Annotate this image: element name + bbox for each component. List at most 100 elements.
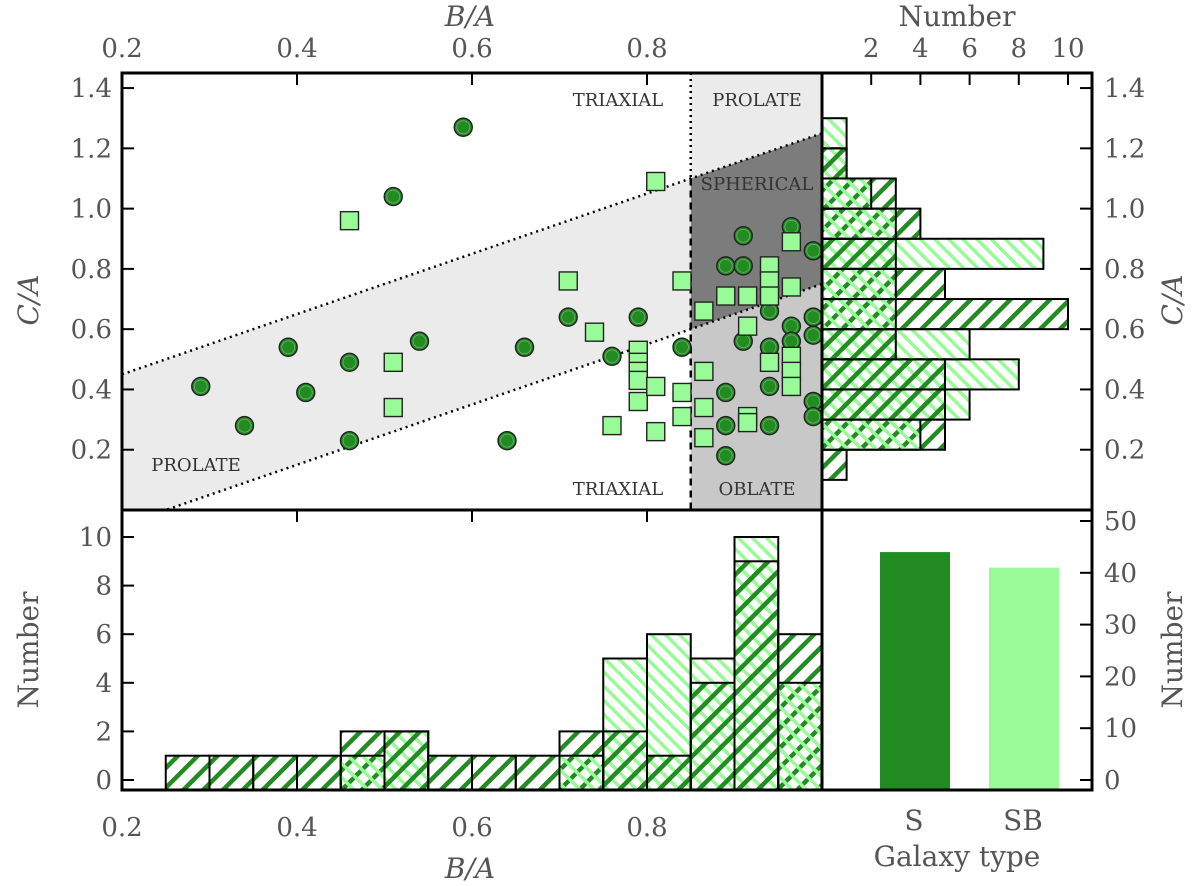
bar-s-ca: [821, 388, 946, 421]
tick-label-right-top-x: 6: [961, 34, 978, 64]
type-y-axis-title: Number: [1156, 591, 1189, 709]
tick-label-bottom-y: 0: [95, 766, 112, 796]
point-s-ring: [762, 379, 777, 394]
point-s: [409, 331, 430, 351]
bar-s-ba: [427, 754, 473, 792]
prolate-triaxial-band: [122, 178, 691, 510]
bar-s-ba: [208, 754, 255, 792]
tick-label-right-y: 1.2: [1104, 134, 1145, 164]
bar-s-ba: [296, 754, 342, 792]
point-s-ring: [718, 448, 733, 463]
bar-s-ca: [821, 147, 848, 180]
bar-sb-ca: [821, 267, 897, 301]
point-s-ring: [561, 310, 576, 325]
scatter-points: [191, 117, 823, 466]
tick-label-type-y: 20: [1104, 662, 1137, 692]
point-s-ring: [412, 334, 427, 349]
tick-label-type-y: 30: [1104, 611, 1137, 641]
tick-label-bottom-y: 10: [79, 523, 112, 553]
region-label-spherical: SPHERICAL: [701, 174, 814, 195]
tick-label-right-top-x: 4: [912, 34, 929, 64]
region-label-triaxial-bottom: TRIAXIAL: [573, 479, 664, 500]
type-x-axis-title: Galaxy type: [874, 840, 1041, 873]
point-s-ring: [298, 385, 313, 400]
point-s-ring: [631, 310, 646, 325]
histogram-c-over-a: [821, 117, 1069, 481]
tick-label-bottom-y: 4: [95, 669, 112, 699]
point-s-ring: [806, 310, 821, 325]
point-sb: [781, 376, 802, 397]
point-sb: [694, 397, 714, 418]
tick-label-right-top-x: 2: [863, 34, 880, 64]
point-s: [733, 226, 753, 246]
tick-label-right-y: 0.4: [1104, 375, 1145, 405]
point-s-ring: [718, 258, 733, 273]
point-sb: [781, 277, 802, 297]
point-s: [383, 186, 403, 207]
point-s-ring: [675, 340, 689, 355]
tick-label-bottom-x: 0.2: [101, 813, 142, 843]
type-category-s: S: [904, 804, 923, 837]
bar-s-ba: [646, 754, 692, 792]
bar-s-ba: [733, 560, 780, 791]
point-s: [339, 430, 360, 451]
region-label-triaxial-top: TRIAXIAL: [573, 90, 664, 111]
bar-s-ba: [164, 754, 211, 792]
bar-s-ca: [821, 328, 897, 361]
bar-s-ca: [821, 358, 946, 391]
point-sb: [558, 271, 578, 291]
bottom-hist-y-axis-title: Number: [12, 591, 45, 709]
point-sb: [383, 352, 403, 373]
bar-sb-ca: [821, 117, 848, 150]
bar-s-ca: [821, 448, 848, 481]
tick-label-left-y: 0.6: [71, 315, 112, 345]
bar-type-s: [880, 552, 950, 790]
point-sb: [759, 352, 780, 373]
point-sb: [646, 421, 666, 442]
point-s: [733, 256, 753, 276]
bar-type-sb: [989, 567, 1059, 790]
tick-label-left-y: 1.4: [71, 74, 112, 104]
point-s: [234, 415, 255, 436]
point-s-ring: [736, 228, 751, 243]
bar-s-ba: [252, 754, 298, 792]
point-s-ring: [806, 243, 821, 258]
point-s: [278, 337, 298, 357]
region-label-prolate-top: PROLATE: [712, 90, 802, 111]
point-s: [191, 376, 211, 397]
point-s-ring: [605, 349, 619, 364]
tick-label-right-y: 1.4: [1104, 74, 1145, 104]
point-s-ring: [500, 433, 514, 448]
point-s: [716, 446, 736, 466]
point-s-ring: [517, 340, 532, 355]
point-sb: [628, 370, 648, 391]
point-s: [759, 415, 780, 436]
point-sb: [694, 301, 714, 321]
tick-label-left-y: 0.2: [71, 436, 112, 466]
tick-label-left-y: 1.2: [71, 134, 112, 164]
point-sb: [672, 271, 692, 291]
point-s-ring: [342, 433, 357, 448]
point-sb: [672, 382, 692, 403]
bar-sb-ca: [821, 418, 922, 451]
point-s: [296, 382, 316, 403]
point-s-ring: [281, 340, 296, 355]
scatter-y-axis-title-right: C/A: [1156, 274, 1189, 325]
bar-s-ba: [383, 730, 430, 792]
tick-label-bottom-x: 0.8: [626, 813, 667, 843]
bar-s-ba: [514, 754, 561, 792]
point-sb: [694, 427, 714, 448]
tick-label-bottom-x: 0.4: [276, 813, 317, 843]
tick-label-bottom-y: 2: [95, 717, 112, 747]
point-s-ring: [718, 385, 733, 400]
tick-label-top-x: 0.2: [101, 34, 142, 64]
point-sb: [628, 391, 648, 412]
tick-label-type-y: 50: [1104, 507, 1137, 537]
point-sb: [672, 406, 692, 427]
point-sb: [716, 286, 736, 306]
point-s-ring: [806, 328, 821, 343]
tick-label-right-y: 0.6: [1104, 315, 1145, 345]
point-sb: [646, 171, 666, 192]
bar-sb-ba: [339, 754, 386, 792]
